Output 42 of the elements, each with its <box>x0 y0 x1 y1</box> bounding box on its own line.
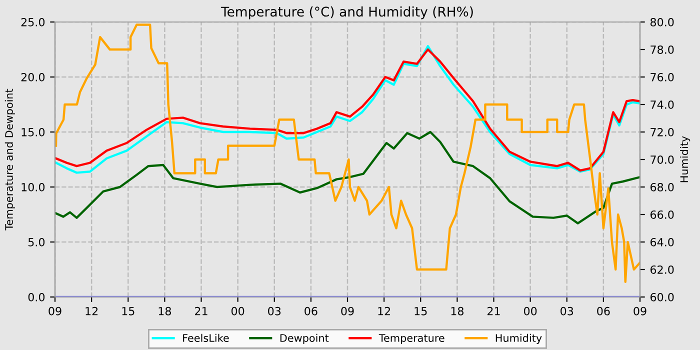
y-tick-label: 15.0 <box>22 128 45 136</box>
x-tick-label: 18 <box>158 306 171 316</box>
chart-title: Temperature (°C) and Humidity (RH%) <box>220 6 473 20</box>
y-tick-label: 10.0 <box>22 182 45 192</box>
line-series <box>55 130 640 224</box>
y-tick-label: 5.0 <box>28 238 45 246</box>
y2-tick-label: 62.0 <box>650 265 674 274</box>
x-tick-label: 09 <box>341 306 354 316</box>
y-tick-label: 20.0 <box>21 72 45 82</box>
y2-tick-label: 64.0 <box>650 238 674 246</box>
x-tick-label: 06 <box>304 306 318 316</box>
y2-tick-label: 76.0 <box>650 72 674 82</box>
y-tick-label: 0.0 <box>28 292 45 302</box>
x-tick-label: 09 <box>48 306 62 316</box>
y2-tick-label: 66.0 <box>650 210 674 219</box>
x-tick-label: 18 <box>451 306 464 316</box>
x-tick-label: 03 <box>560 306 574 316</box>
y2-tick-label: 68.0 <box>650 182 674 192</box>
y2-axis-title: Humidity <box>680 136 690 182</box>
x-tick-label: 21 <box>487 306 500 316</box>
y-tick-label: 25.0 <box>21 18 45 26</box>
y2-tick-label: 78.0 <box>650 45 674 54</box>
x-tick-label: 00 <box>231 306 244 316</box>
legend-label: Dewpoint <box>280 334 329 344</box>
y2-tick-label: 74.0 <box>650 100 674 109</box>
y2-tick-label: 70.0 <box>650 155 674 164</box>
y-axis-title: Temperature and Dewpoint <box>4 88 15 230</box>
y2-tick-label: 80.0 <box>650 18 674 26</box>
x-tick-label: 12 <box>378 306 390 316</box>
legend-label: Humidity <box>496 334 542 344</box>
x-tick-label: 15 <box>122 307 134 316</box>
y2-tick-label: 60.0 <box>650 292 674 302</box>
y2-tick-label: 72.0 <box>650 128 674 136</box>
x-tick-label: 09 <box>634 306 646 316</box>
x-tick-label: 00 <box>524 306 537 316</box>
legend-label: Temperature <box>378 334 444 344</box>
x-tick-label: 21 <box>194 306 208 316</box>
x-tick-label: 06 <box>597 306 610 316</box>
legend-label: FeelsLike <box>183 334 229 342</box>
x-tick-label: 15 <box>414 307 427 316</box>
x-tick-label: 03 <box>268 306 281 316</box>
x-tick-label: 12 <box>86 306 98 316</box>
